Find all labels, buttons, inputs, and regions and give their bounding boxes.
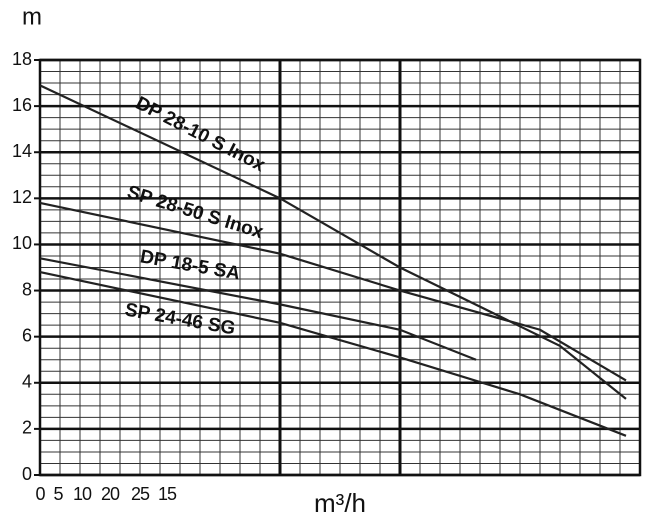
- x-axis-label: m³/h: [314, 488, 366, 518]
- y-tick-label: 8: [22, 279, 32, 299]
- y-tick-label: 18: [12, 49, 32, 69]
- series-line: [39, 271, 627, 437]
- y-tick-label: 6: [22, 325, 32, 345]
- x-tick-label: 15: [158, 484, 177, 504]
- x-tick-label: 20: [101, 484, 120, 504]
- y-tick-label: 2: [22, 418, 32, 438]
- curve-label: SP 28-50 S Inox: [125, 182, 267, 243]
- x-tick-label: 25: [131, 484, 150, 504]
- x-tick-label: 10: [73, 484, 92, 504]
- series-line: [39, 257, 477, 361]
- y-axis-label: m: [22, 3, 42, 30]
- y-tick-label: 16: [12, 95, 32, 115]
- series-line: [39, 84, 627, 400]
- y-tick-label: 10: [12, 233, 32, 253]
- y-tick-label: 14: [12, 141, 32, 161]
- plot-border: [38, 58, 642, 477]
- series-line: [39, 201, 627, 382]
- y-tick-label: 4: [22, 372, 32, 392]
- y-tick-label: 12: [12, 187, 32, 207]
- y-tick-label: 0: [22, 464, 32, 484]
- x-tick-label: 0: [35, 484, 45, 504]
- x-tick-label: 5: [53, 484, 63, 504]
